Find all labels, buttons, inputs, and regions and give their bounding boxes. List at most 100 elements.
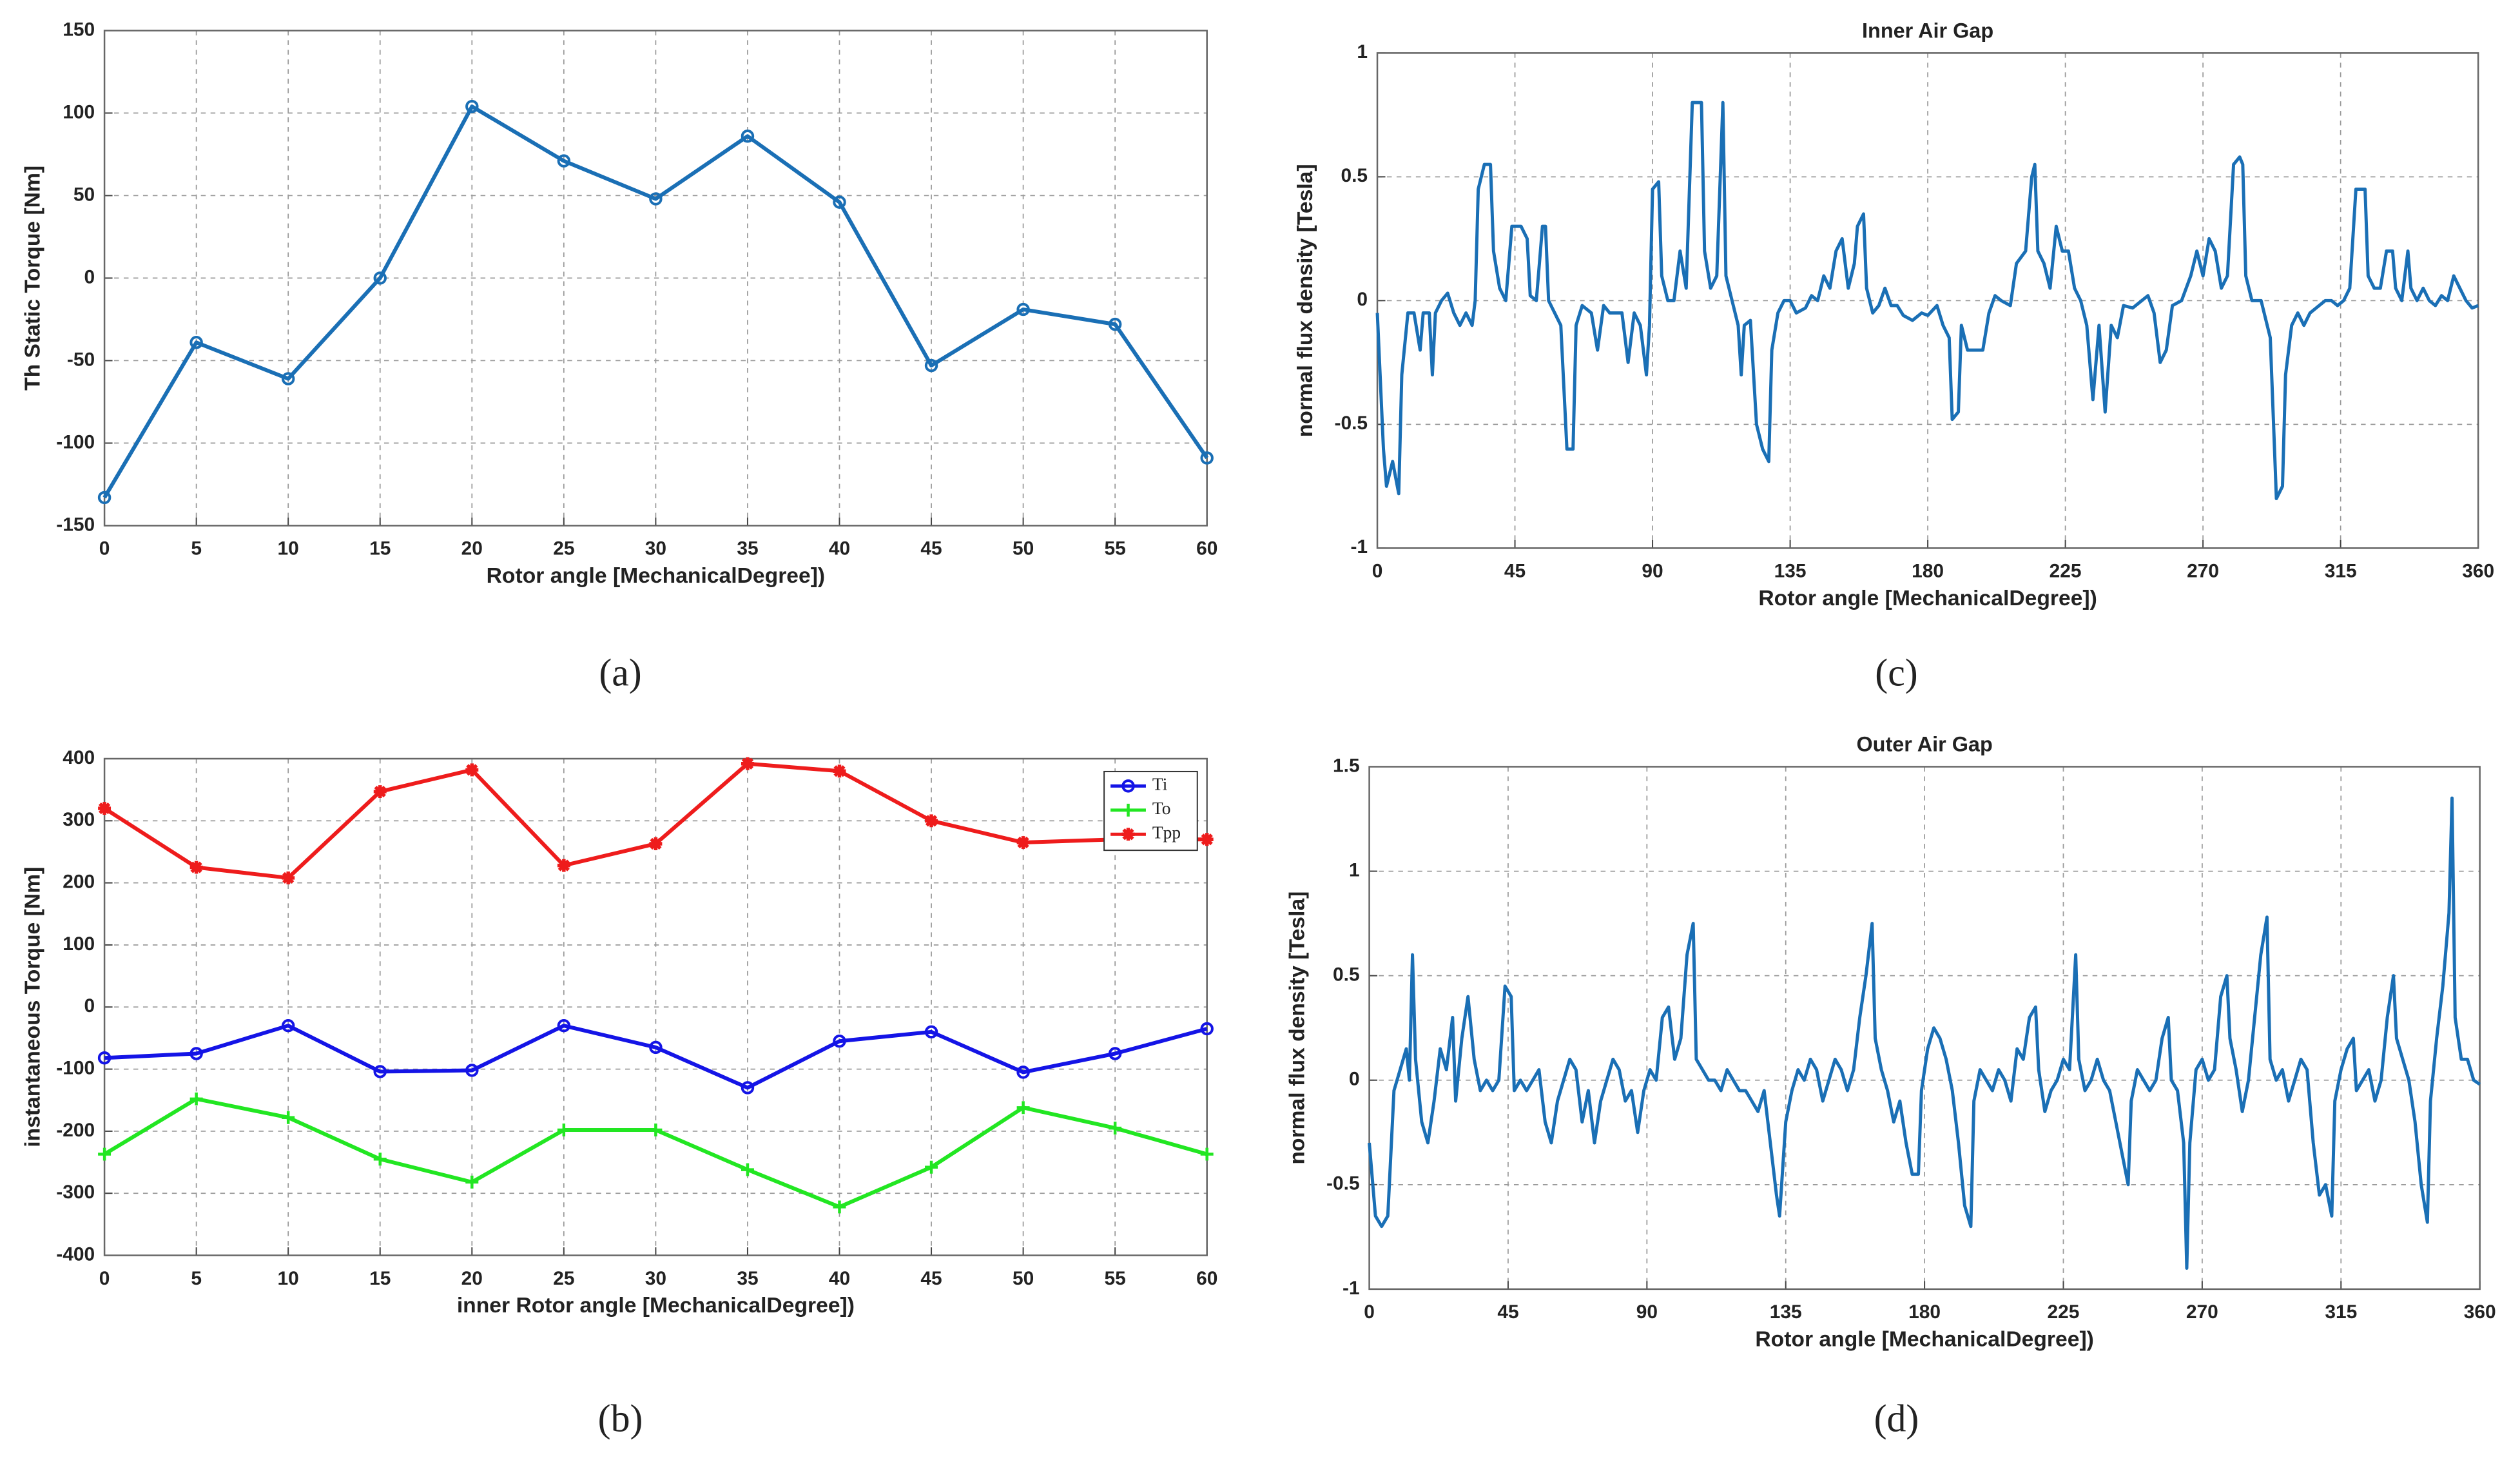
marker <box>282 871 295 884</box>
y-tick-label: 50 <box>73 184 95 205</box>
marker <box>557 1124 570 1136</box>
chart: 0 45 90 135 180 225 270 315 360 -1 -0.5 0 0.5 1 1.5 Out… <box>1286 733 2496 1440</box>
x-tick-label: 20 <box>461 1268 483 1289</box>
marker <box>741 1081 755 1095</box>
marker <box>373 1065 387 1078</box>
legend-label: Ti <box>1152 775 1168 794</box>
marker <box>373 785 387 799</box>
x-tick-label: 60 <box>1196 1268 1217 1289</box>
marker <box>1109 1122 1122 1135</box>
caption: (b) <box>598 1397 643 1440</box>
y-tick-label: 0.5 <box>1333 964 1360 986</box>
marker <box>649 1124 663 1136</box>
marker <box>741 130 755 143</box>
x-axis-label: Rotor angle [MechanicalDegree]) <box>1755 1328 2094 1352</box>
y-tick-label: 300 <box>63 809 95 830</box>
y-tick-label: 1 <box>1357 41 1368 63</box>
chart: 0 5 10 15 20 25 30 35 40 45 50 55 60 -400 -300 -200 -100… <box>21 747 1217 1440</box>
legend-label: Tpp <box>1152 823 1181 842</box>
marker <box>833 1200 846 1214</box>
chart: 0 5 10 15 20 25 30 35 40 45 50 55 60 -150 -100 -50 0 50 10… <box>21 19 1217 694</box>
legend-marker <box>1121 779 1135 793</box>
chart-title: Outer Air Gap <box>1856 733 1992 756</box>
x-tick-label: 35 <box>737 1268 758 1289</box>
data-line <box>104 1024 1208 1090</box>
marker <box>97 491 111 505</box>
marker <box>1016 1066 1030 1079</box>
chart-title: Inner Air Gap <box>1862 19 1993 42</box>
y-tick-label: 1.5 <box>1333 755 1360 776</box>
marker <box>557 1018 571 1033</box>
y-tick-label: 0 <box>1349 1069 1360 1090</box>
marker <box>1200 451 1214 465</box>
y-tick-label: -1 <box>1350 536 1368 558</box>
caption: (d) <box>1874 1397 1919 1440</box>
x-tick-label: 45 <box>920 538 942 560</box>
y-tick-label: -200 <box>56 1120 95 1141</box>
x-tick-label: 0 <box>99 538 110 560</box>
marker <box>373 1153 387 1166</box>
y-tick-label: -50 <box>67 349 95 370</box>
marker <box>281 1018 295 1033</box>
marker <box>189 1047 203 1060</box>
marker <box>281 372 295 385</box>
x-tick-label: 30 <box>645 538 666 560</box>
y-axis-label: instantaneous Torque [Nm] <box>21 867 44 1147</box>
x-tick-label: 25 <box>553 538 574 560</box>
marker <box>741 1163 754 1176</box>
y-tick-label: -300 <box>56 1182 95 1203</box>
x-tick-label: 0 <box>1372 561 1383 582</box>
y-tick-label: 1 <box>1349 859 1360 881</box>
marker <box>465 99 479 113</box>
x-tick-label: 0 <box>99 1268 110 1289</box>
x-tick-label: 10 <box>278 538 299 560</box>
marker <box>98 802 111 815</box>
marker <box>189 1092 203 1105</box>
caption: (a) <box>599 652 641 694</box>
marker <box>925 814 938 828</box>
x-tick-label: 40 <box>829 538 850 560</box>
marker <box>1016 1101 1030 1114</box>
x-tick-label: 50 <box>1013 1268 1034 1289</box>
y-tick-label: -0.5 <box>1326 1173 1360 1194</box>
marker <box>1016 836 1030 850</box>
marker <box>741 757 754 770</box>
y-tick-label: 400 <box>63 747 95 768</box>
x-tick-label: 15 <box>369 1268 391 1289</box>
y-tick-label: -1 <box>1342 1278 1360 1299</box>
plot-frame <box>1368 766 2481 1290</box>
marker <box>282 1111 295 1124</box>
x-tick-label: 35 <box>737 538 758 560</box>
marker <box>649 837 663 850</box>
legend-marker <box>1121 803 1135 817</box>
y-tick-label: -400 <box>56 1243 95 1265</box>
marker <box>833 764 846 778</box>
marker <box>97 1051 111 1065</box>
x-tick-label: 90 <box>1636 1301 1658 1323</box>
marker <box>1016 302 1030 316</box>
marker <box>1108 317 1122 331</box>
x-axis-label: inner Rotor angle [MechanicalDegree]) <box>457 1294 855 1318</box>
y-tick-label: 100 <box>63 101 95 122</box>
x-tick-label: 30 <box>645 1268 666 1289</box>
x-tick-label: 45 <box>1504 561 1526 582</box>
x-tick-label: 25 <box>553 1268 574 1289</box>
marker <box>925 1160 938 1174</box>
x-tick-label: 225 <box>2048 1301 2080 1323</box>
x-tick-label: 55 <box>1105 538 1126 560</box>
x-tick-label: 15 <box>369 538 391 560</box>
x-tick-label: 360 <box>2464 1301 2496 1323</box>
x-tick-label: 315 <box>2325 1301 2357 1323</box>
marker <box>833 195 846 209</box>
x-tick-label: 55 <box>1105 1268 1126 1289</box>
marker <box>465 1064 479 1077</box>
x-tick-label: 180 <box>1912 561 1944 582</box>
marker <box>98 1147 111 1161</box>
marker <box>1108 1047 1122 1060</box>
y-tick-label: 0 <box>1357 289 1368 310</box>
marker <box>833 1035 846 1048</box>
legend-label: To <box>1152 799 1171 818</box>
x-tick-label: 270 <box>2187 561 2219 582</box>
caption: (c) <box>1875 652 1917 694</box>
